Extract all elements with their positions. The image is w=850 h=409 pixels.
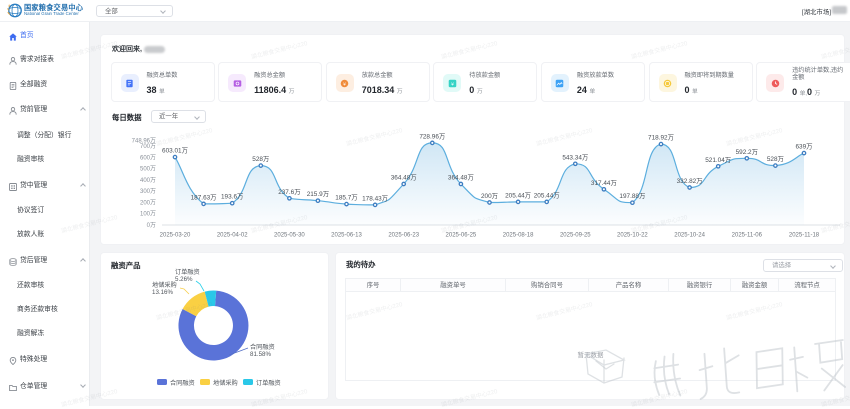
svg-text:205.44万: 205.44万: [505, 191, 531, 199]
svg-text:2025-04-02: 2025-04-02: [217, 233, 248, 239]
svg-text:0万: 0万: [147, 222, 156, 229]
svg-text:200万: 200万: [481, 192, 498, 200]
svg-text:185.7万: 185.7万: [335, 194, 357, 202]
svg-text:237.6万: 237.6万: [278, 188, 300, 196]
svg-text:364.48万: 364.48万: [391, 174, 417, 182]
svg-text:728.96万: 728.96万: [419, 132, 445, 140]
svg-text:¥: ¥: [451, 81, 454, 87]
svg-text:197.88万: 197.88万: [619, 192, 645, 200]
svg-text:2025-11-06: 2025-11-06: [732, 233, 763, 239]
svg-text:¥: ¥: [343, 81, 346, 87]
svg-text:2025-09-25: 2025-09-25: [560, 233, 591, 239]
svg-text:2025-10-24: 2025-10-24: [674, 233, 705, 239]
svg-text:400万: 400万: [140, 177, 156, 184]
svg-text:317.44万: 317.44万: [591, 179, 617, 187]
svg-text:200万: 200万: [140, 200, 156, 207]
svg-text:215.9万: 215.9万: [307, 190, 329, 198]
svg-text:205.44万: 205.44万: [534, 191, 560, 199]
svg-text:地储采购: 地储采购: [213, 379, 238, 387]
svg-text:100万: 100万: [140, 211, 156, 218]
svg-text:2025-03-20: 2025-03-20: [160, 233, 191, 239]
svg-text:364.48万: 364.48万: [448, 174, 474, 182]
svg-text:592.2万: 592.2万: [736, 148, 758, 156]
svg-text:2025-11-18: 2025-11-18: [789, 233, 820, 239]
svg-text:187.63万: 187.63万: [191, 193, 217, 201]
svg-text:合同融资: 合同融资: [250, 343, 275, 351]
svg-text:2025-06-23: 2025-06-23: [388, 233, 419, 239]
svg-text:2025-06-13: 2025-06-13: [331, 233, 362, 239]
svg-text:合同融资: 合同融资: [170, 379, 195, 387]
svg-text:178.43万: 178.43万: [362, 194, 388, 202]
svg-text:521.04万: 521.04万: [705, 156, 731, 164]
svg-text:2025-08-18: 2025-08-18: [503, 233, 534, 239]
svg-text:603.01万: 603.01万: [162, 147, 188, 155]
svg-text:718.92万: 718.92万: [648, 134, 674, 142]
svg-text:639万: 639万: [795, 143, 812, 151]
svg-text:地储采购: 地储采购: [152, 281, 177, 289]
svg-text:13.16%: 13.16%: [152, 289, 173, 296]
svg-text:528万: 528万: [767, 155, 784, 163]
svg-text:2025-05-30: 2025-05-30: [274, 233, 305, 239]
svg-text:528万: 528万: [252, 155, 269, 163]
svg-text:748.96万: 748.96万: [132, 138, 156, 145]
svg-text:193.6万: 193.6万: [221, 193, 243, 201]
svg-text:332.82万: 332.82万: [677, 177, 703, 185]
svg-text:543.34万: 543.34万: [562, 153, 588, 161]
svg-text:500万: 500万: [140, 166, 156, 173]
svg-text:订单融资: 订单融资: [256, 379, 281, 387]
svg-text:700万: 700万: [140, 143, 156, 150]
svg-text:2025-06-25: 2025-06-25: [446, 233, 477, 239]
svg-text:5.26%: 5.26%: [175, 276, 193, 283]
svg-text:2025-10-22: 2025-10-22: [617, 233, 648, 239]
svg-text:600万: 600万: [140, 155, 156, 162]
svg-text:81.58%: 81.58%: [250, 351, 271, 358]
svg-text:订单融资: 订单融资: [175, 268, 200, 276]
svg-text:300万: 300万: [140, 188, 156, 195]
